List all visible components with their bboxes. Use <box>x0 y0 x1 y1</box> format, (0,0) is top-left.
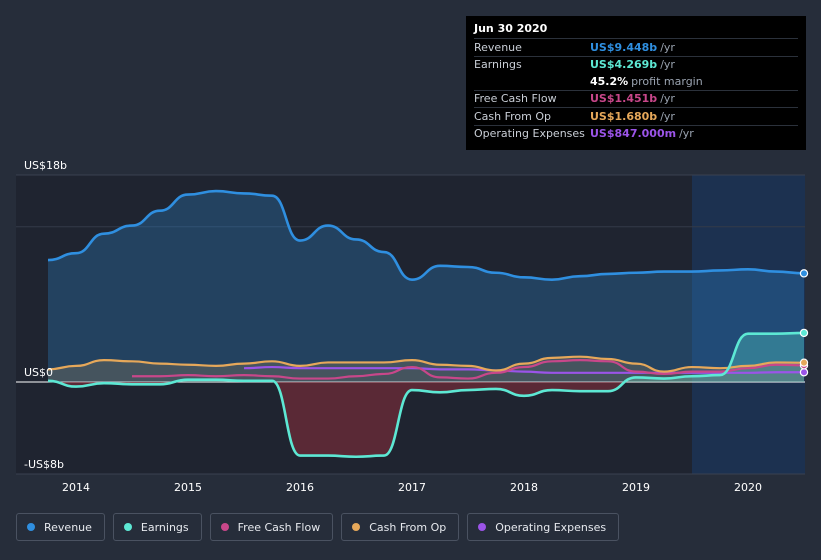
legend-label: Operating Expenses <box>495 520 607 534</box>
legend-item-operating-expenses[interactable]: Operating Expenses <box>467 513 620 541</box>
legend-label: Free Cash Flow <box>237 520 321 534</box>
x-tick-label: 2015 <box>174 481 202 494</box>
y-tick-label: US$0 <box>24 366 53 379</box>
tooltip-date: Jun 30 2020 <box>474 22 548 35</box>
tooltip-value: US$4.269b <box>590 58 658 72</box>
x-tick-label: 2014 <box>62 481 90 494</box>
tooltip-value: 45.2% <box>590 74 629 88</box>
tooltip-row-free-cash-flow: Free Cash Flow US$1.451b /yr <box>474 89 798 108</box>
legend-item-cash-from-op[interactable]: Cash From Op <box>341 513 460 541</box>
free-cash-flow-line <box>132 359 805 380</box>
earnings-line <box>47 331 805 459</box>
y-tick-label: -US$8b <box>24 458 64 471</box>
legend-item-revenue[interactable]: Revenue <box>16 513 105 541</box>
tooltip-row-profit-margin: 45.2% profit margin <box>474 73 798 90</box>
tooltip-label: Revenue <box>474 40 522 54</box>
operating-expenses-dot-icon <box>478 523 487 531</box>
revenue-dot-icon <box>27 523 35 531</box>
x-tick-label: 2017 <box>398 481 426 494</box>
tooltip-unit: /yr <box>660 58 675 72</box>
legend-label: Earnings <box>140 520 189 534</box>
operating-expenses-end-point <box>799 368 809 377</box>
tooltip-value: US$847.000m <box>590 127 677 141</box>
tooltip-value: US$1.680b <box>590 109 658 123</box>
tooltip-unit: profit margin <box>631 74 703 88</box>
earnings-end-point <box>799 328 809 338</box>
tooltip-label: Operating Expenses <box>474 127 585 141</box>
tooltip-label: Cash From Op <box>474 109 552 123</box>
legend: Revenue Earnings Free Cash Flow Cash Fro… <box>16 513 620 543</box>
operating-expenses-line <box>243 365 805 374</box>
cash-from-op-dot-icon <box>352 523 361 531</box>
revenue-line <box>47 189 805 281</box>
legend-item-free-cash-flow[interactable]: Free Cash Flow <box>209 513 334 541</box>
x-tick-label: 2019 <box>622 481 650 494</box>
legend-item-earnings[interactable]: Earnings <box>112 513 202 541</box>
tooltip-unit: /yr <box>660 109 675 123</box>
tooltip-row-revenue: Revenue US$9.448b /yr <box>474 38 798 56</box>
tooltip-unit: /yr <box>660 40 675 54</box>
legend-label: Cash From Op <box>369 520 447 534</box>
x-tick-label: 2018 <box>510 481 538 494</box>
tooltip-row-cash-from-op: Cash From Op US$1.680b /yr <box>474 107 798 125</box>
cash-from-op-end-point <box>799 358 809 367</box>
tooltip-panel: Jun 30 2020 Revenue US$9.448b /yr Earnin… <box>466 16 806 150</box>
tooltip-label: Free Cash Flow <box>474 92 557 106</box>
y-tick-label: US$18b <box>24 159 67 172</box>
earnings-dot-icon <box>123 523 132 531</box>
tooltip-label: Earnings <box>474 58 522 72</box>
revenue-end-point <box>799 269 809 278</box>
cash-from-op-line <box>47 355 805 373</box>
tooltip-unit: /yr <box>660 92 675 106</box>
legend-label: Revenue <box>44 520 92 534</box>
free-cash-flow-dot-icon <box>220 523 229 531</box>
tooltip-value: US$9.448b <box>590 40 658 54</box>
revenue-area <box>48 191 804 382</box>
x-tick-label: 2016 <box>286 481 314 494</box>
tooltip-row-earnings: Earnings US$4.269b /yr <box>474 55 798 74</box>
tooltip-value: US$1.451b <box>590 92 658 106</box>
tooltip-unit: /yr <box>679 127 694 141</box>
x-tick-label: 2020 <box>734 481 762 494</box>
tooltip-row-operating-expenses: Operating Expenses US$847.000m /yr <box>474 124 798 143</box>
earnings-area-positive <box>48 332 804 382</box>
forecast-region <box>692 175 805 474</box>
